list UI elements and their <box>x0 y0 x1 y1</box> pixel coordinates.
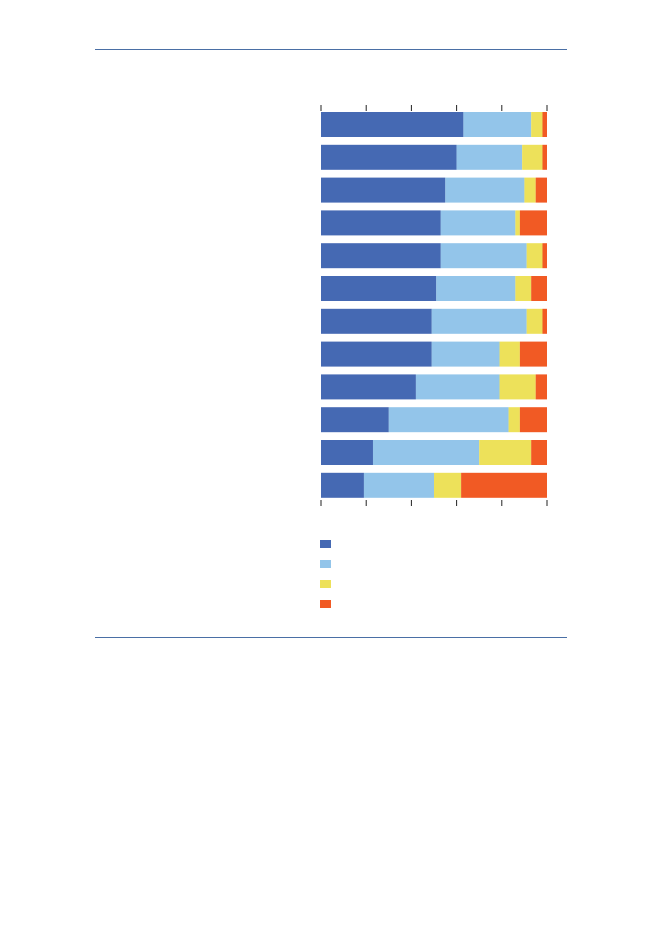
bar-segment <box>542 144 547 170</box>
bar-segment <box>321 472 364 498</box>
legend <box>320 538 339 618</box>
bars-group <box>321 112 547 498</box>
legend-item <box>320 598 339 618</box>
bar-segment <box>515 210 520 236</box>
bar-segment <box>372 440 480 465</box>
bar-segment <box>321 177 446 203</box>
bar-segment <box>535 374 547 400</box>
top-rule <box>95 49 567 50</box>
bar-segment <box>321 210 441 236</box>
bar-segment <box>321 308 432 334</box>
bar-segment <box>321 407 389 433</box>
bar-segment <box>445 177 525 203</box>
bar-segment <box>321 341 432 367</box>
bar-segment <box>508 407 520 433</box>
bar-segment <box>519 341 547 367</box>
bar-segment <box>431 341 500 367</box>
legend-swatch <box>320 560 331 568</box>
bar-segment <box>456 144 523 170</box>
bar-segment <box>479 440 532 465</box>
bar-segment <box>499 341 520 367</box>
bar-segment <box>531 440 547 465</box>
bar-segment <box>431 308 527 334</box>
bar-segment <box>321 374 416 400</box>
bar-segment <box>515 276 532 301</box>
bar-segment <box>363 472 434 498</box>
legend-swatch <box>320 540 331 548</box>
bar-segment <box>415 374 500 400</box>
legend-swatch <box>320 580 331 588</box>
bar-segment <box>531 276 547 301</box>
bar-segment <box>321 112 464 137</box>
bottom-rule <box>95 637 567 638</box>
bar-segment <box>440 243 527 269</box>
bar-segment <box>440 210 516 236</box>
bar-segment <box>321 144 457 170</box>
bar-segment <box>542 243 547 269</box>
x-axis <box>320 105 548 506</box>
bar-segment <box>434 472 462 498</box>
legend-item <box>320 578 339 598</box>
bar-segment <box>531 112 543 137</box>
bar-segment <box>542 112 547 137</box>
bar-segment <box>535 177 547 203</box>
bar-segment <box>463 112 532 137</box>
bar-segment <box>388 407 509 433</box>
bar-segment <box>524 177 536 203</box>
bar-segment <box>522 144 543 170</box>
bar-segment <box>461 472 547 498</box>
bar-segment <box>542 308 547 334</box>
bar-segment <box>321 440 373 465</box>
bar-segment <box>526 243 543 269</box>
bar-segment <box>519 210 547 236</box>
bar-segment <box>436 276 516 301</box>
bar-segment <box>526 308 543 334</box>
bar-segment <box>519 407 547 433</box>
legend-swatch <box>320 600 331 608</box>
bar-segment <box>321 276 437 301</box>
legend-item <box>320 558 339 578</box>
legend-item <box>320 538 339 558</box>
bar-segment <box>321 243 441 269</box>
bar-segment <box>499 374 536 400</box>
